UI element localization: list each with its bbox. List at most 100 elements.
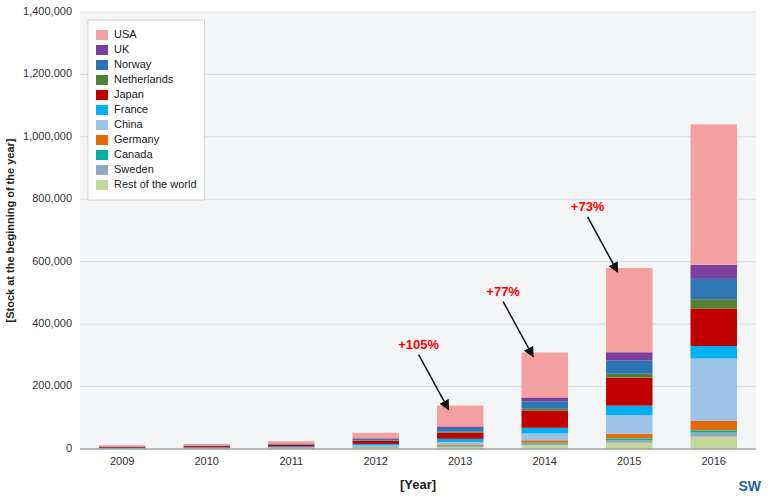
annotation-arrow [588, 217, 618, 272]
bar-segment [353, 433, 399, 439]
x-tick-label: 2012 [364, 455, 388, 467]
bar-segment [268, 441, 314, 443]
bar-segment [437, 445, 483, 446]
x-tick-label: 2013 [448, 455, 472, 467]
bar-segment [691, 346, 737, 358]
bar-segment [268, 447, 314, 448]
y-tick-label: 200,000 [32, 379, 72, 391]
bar-segment [99, 446, 145, 447]
bar-segment [437, 446, 483, 448]
bar-segment [268, 444, 314, 445]
bar-segment [606, 434, 652, 439]
x-tick-label: 2015 [617, 455, 641, 467]
bar-segment [606, 374, 652, 378]
bar-segment [691, 358, 737, 420]
bar-segment [522, 444, 568, 446]
bar-segment [437, 406, 483, 427]
bar-segment [353, 444, 399, 446]
bar-segment [437, 439, 483, 442]
grid [80, 12, 756, 449]
annotation-text: +77% [486, 284, 520, 299]
legend-swatch [96, 75, 108, 85]
y-tick-label: 0 [66, 442, 72, 454]
bar-segment [99, 446, 145, 447]
bar-segment [691, 279, 737, 299]
x-tick-label: 2009 [110, 455, 134, 467]
x-axis-label: [Year] [400, 477, 436, 492]
bar-segment [522, 401, 568, 408]
legend-swatch [96, 150, 108, 160]
bar-segment [606, 443, 652, 449]
annotation-arrow [503, 302, 533, 357]
bar-segment [691, 124, 737, 264]
bar-segment [522, 353, 568, 398]
annotations: +105% +77% +73% SW [398, 199, 762, 494]
bar-segment [522, 428, 568, 434]
logo-text: SW [738, 478, 761, 494]
bar-segment [691, 432, 737, 436]
y-axis: 0200,000400,000600,000800,0001,000,0001,… [23, 5, 72, 454]
legend-label: Germany [114, 133, 160, 145]
legend-swatch [96, 135, 108, 145]
bar-segment [99, 445, 145, 446]
bar-segment [353, 446, 399, 448]
bar-segment [353, 447, 399, 448]
legend: USAUKNorwayNetherlandsJapanFranceChinaGe… [88, 20, 205, 200]
legend-swatch [96, 90, 108, 100]
bar-segment [437, 444, 483, 445]
bar-segment [522, 433, 568, 440]
legend-label: Netherlands [114, 73, 174, 85]
y-tick-label: 1,400,000 [23, 5, 72, 17]
bar-segment [268, 443, 314, 445]
x-tick-label: 2016 [702, 455, 726, 467]
annotation-text: +105% [398, 337, 439, 352]
legend-label: Norway [114, 58, 152, 70]
bar-segment [522, 445, 568, 449]
bar-segment [522, 397, 568, 401]
x-axis: 20092010201120122013201420152016 [110, 455, 726, 467]
y-axis-label: [Stock at the beginning of the year] [4, 138, 16, 322]
bar-segment [184, 447, 230, 449]
bar-segment [437, 428, 483, 432]
bar-segment [606, 268, 652, 352]
legend-label: China [114, 118, 144, 130]
legend-label: Japan [114, 88, 144, 100]
grid-line [80, 324, 756, 325]
legend-swatch [96, 165, 108, 175]
bar-segment [522, 409, 568, 411]
annotation-text: +73% [571, 199, 605, 214]
legend-swatch [96, 120, 108, 130]
legend-swatch [96, 60, 108, 70]
bar-segment [691, 430, 737, 432]
bar-segment [522, 440, 568, 442]
legend-label: UK [114, 43, 130, 55]
bar-segment [691, 437, 737, 449]
x-tick-label: 2014 [533, 455, 557, 467]
bar-segment [691, 309, 737, 346]
annotation-arrow [419, 355, 449, 410]
y-tick-label: 1,200,000 [23, 67, 72, 79]
bar-segment [184, 446, 230, 447]
legend-frame [88, 20, 205, 200]
bar-segment [268, 447, 314, 448]
bar-segment [268, 445, 314, 447]
chart: 0200,000400,000600,000800,0001,000,0001,… [0, 0, 771, 499]
bar-segment [437, 442, 483, 444]
bar-segment [522, 411, 568, 428]
x-tick-label: 2011 [279, 455, 303, 467]
bar-segment [606, 440, 652, 443]
legend-swatch [96, 30, 108, 40]
bar-segment [691, 421, 737, 430]
bar-segment [268, 447, 314, 448]
bar-segment [606, 415, 652, 434]
x-axis-line [80, 449, 756, 450]
bar-segment [437, 433, 483, 439]
grid-line [80, 261, 756, 262]
legend-label: USA [114, 28, 137, 40]
bar-segment [606, 438, 652, 440]
bar-segment [184, 444, 230, 445]
bar-segment [606, 352, 652, 360]
bar-segment [353, 441, 399, 444]
grid-line [80, 449, 756, 450]
bar-segment [99, 446, 145, 447]
